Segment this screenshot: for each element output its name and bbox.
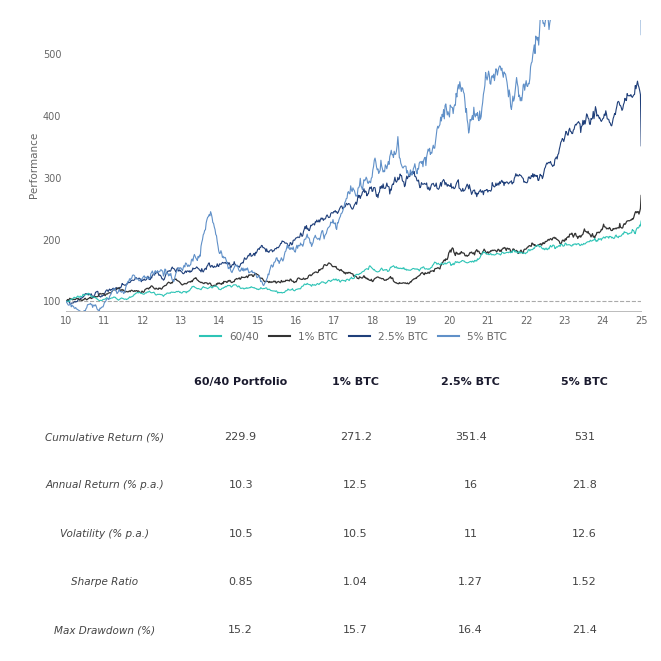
Text: 10.3: 10.3 [228, 481, 253, 490]
Text: 16.4: 16.4 [458, 625, 483, 635]
Text: 12.6: 12.6 [572, 529, 597, 539]
Text: 10.5: 10.5 [343, 529, 368, 539]
Text: 11: 11 [463, 529, 478, 539]
Text: Annual Return (% p.a.): Annual Return (% p.a.) [46, 481, 164, 490]
Text: 12.5: 12.5 [343, 481, 368, 490]
Text: 21.4: 21.4 [572, 625, 597, 635]
Text: 60/40 Portfolio: 60/40 Portfolio [194, 377, 288, 387]
Text: 229.9: 229.9 [225, 432, 256, 442]
Text: 1% BTC: 1% BTC [332, 377, 379, 387]
Text: 15.2: 15.2 [228, 625, 253, 635]
Text: Volatility (% p.a.): Volatility (% p.a.) [60, 529, 149, 539]
Text: 2.5% BTC: 2.5% BTC [441, 377, 500, 387]
Text: 21.8: 21.8 [572, 481, 597, 490]
Text: 10.5: 10.5 [228, 529, 253, 539]
Text: 5% BTC: 5% BTC [561, 377, 608, 387]
Text: Sharpe Ratio: Sharpe Ratio [71, 577, 138, 587]
Text: Cumulative Return (%): Cumulative Return (%) [46, 432, 165, 442]
Text: 351.4: 351.4 [455, 432, 486, 442]
Y-axis label: Performance: Performance [28, 132, 38, 198]
Text: 0.85: 0.85 [228, 577, 253, 587]
Text: 1.04: 1.04 [343, 577, 368, 587]
Text: 271.2: 271.2 [340, 432, 371, 442]
Text: Max Drawdown (%): Max Drawdown (%) [54, 625, 155, 635]
Text: 15.7: 15.7 [343, 625, 368, 635]
Text: 16: 16 [463, 481, 478, 490]
Text: 1.27: 1.27 [458, 577, 483, 587]
Text: 531: 531 [574, 432, 595, 442]
Legend: 60/40, 1% BTC, 2.5% BTC, 5% BTC: 60/40, 1% BTC, 2.5% BTC, 5% BTC [196, 328, 512, 346]
Text: 1.52: 1.52 [572, 577, 597, 587]
